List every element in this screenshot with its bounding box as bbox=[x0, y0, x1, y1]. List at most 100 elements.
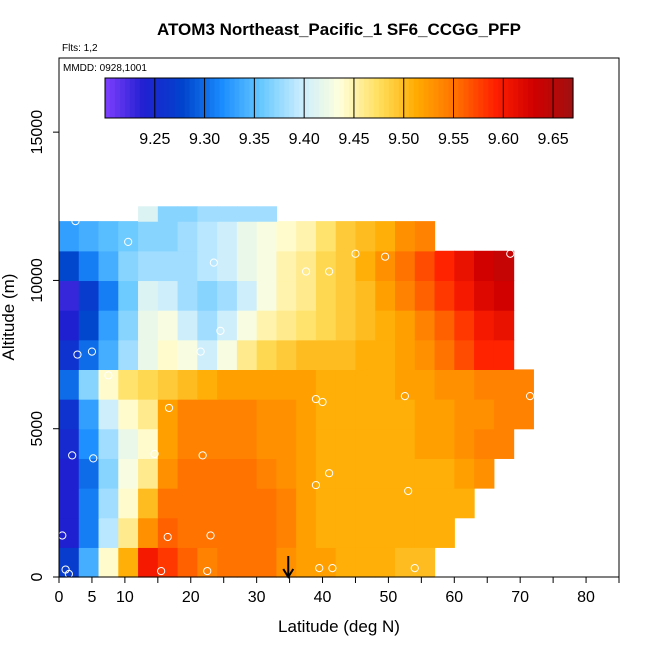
y-axis-label: Altitude (m) bbox=[0, 274, 18, 361]
heatmap-cell bbox=[335, 310, 357, 341]
colorbar-swatch bbox=[438, 78, 445, 118]
heatmap-cell bbox=[493, 339, 515, 370]
colorbar-swatch bbox=[553, 78, 559, 118]
heatmap-cell bbox=[118, 458, 139, 489]
heatmap-cell bbox=[434, 428, 455, 459]
heatmap-cell bbox=[276, 221, 297, 252]
sample-point bbox=[404, 486, 413, 496]
sample-point bbox=[410, 564, 419, 573]
y-axis: 0 5000 10000 15000 bbox=[29, 110, 59, 581]
x-tick-label: 50 bbox=[380, 589, 398, 606]
colorbar-swatch bbox=[209, 78, 216, 118]
heatmap-cell bbox=[78, 458, 100, 489]
heatmap-cell bbox=[395, 488, 416, 519]
colorbar-swatch bbox=[254, 78, 260, 118]
heatmap-cell bbox=[454, 339, 475, 370]
heatmap-cell bbox=[513, 369, 534, 400]
heatmap-cell bbox=[118, 250, 139, 282]
heatmap-cell bbox=[296, 369, 317, 400]
heatmap-cell bbox=[414, 458, 436, 489]
heatmap-cell bbox=[138, 488, 159, 519]
colorbar-swatch bbox=[319, 78, 325, 118]
heatmap-cell bbox=[454, 250, 475, 282]
heatmap-cell bbox=[395, 458, 416, 489]
heatmap-cell bbox=[454, 458, 475, 489]
heatmap-cell bbox=[78, 280, 100, 311]
heatmap-cell bbox=[157, 399, 179, 430]
colorbar-swatch bbox=[568, 78, 574, 118]
colorbar-swatch bbox=[388, 78, 395, 118]
heatmap-cell bbox=[414, 547, 436, 578]
heatmap-cell bbox=[474, 458, 495, 489]
colorbar-swatch bbox=[363, 78, 370, 118]
heatmap-cell bbox=[98, 399, 119, 430]
heatmap-cell bbox=[256, 428, 278, 459]
colorbar-swatch bbox=[488, 78, 494, 118]
heatmap-cell bbox=[355, 280, 376, 311]
heatmap-cell bbox=[454, 399, 475, 430]
colorbar-tick-label: 9.30 bbox=[189, 131, 220, 148]
heatmap-cell bbox=[355, 458, 376, 489]
x-axis: 0 5 10 20 30 40 50 60 70 80 bbox=[55, 577, 620, 606]
heatmap-cell bbox=[454, 280, 475, 311]
colorbar-swatch bbox=[244, 78, 250, 118]
heatmap-cell bbox=[157, 547, 179, 578]
heatmap-cell bbox=[355, 339, 376, 370]
heatmap-cell bbox=[59, 339, 80, 370]
colorbar-swatch bbox=[558, 78, 564, 118]
colorbar-swatch bbox=[493, 78, 499, 118]
heatmap-cell bbox=[197, 339, 218, 370]
heatmap-cell bbox=[177, 369, 198, 400]
sample-point bbox=[315, 564, 324, 573]
colorbar-swatch bbox=[353, 78, 360, 118]
heatmap-cell bbox=[296, 221, 317, 252]
colorbar-swatch bbox=[274, 78, 280, 118]
heatmap-cell bbox=[395, 339, 416, 370]
sample-point bbox=[216, 326, 225, 335]
sample-point bbox=[206, 531, 215, 540]
heatmap-cell bbox=[335, 221, 357, 252]
colorbar-swatch bbox=[503, 78, 509, 118]
heatmap-cell bbox=[296, 428, 317, 459]
heatmap-cell bbox=[197, 206, 218, 222]
heatmap-cell bbox=[256, 221, 278, 252]
heatmap-cell bbox=[256, 339, 278, 370]
heatmap-cell bbox=[138, 221, 159, 252]
sample-point bbox=[71, 217, 80, 226]
colorbar-swatch bbox=[528, 78, 534, 118]
colorbar-swatch bbox=[224, 78, 231, 118]
heatmap-cell bbox=[157, 250, 179, 282]
sample-point bbox=[64, 569, 73, 579]
heatmap-cell bbox=[177, 310, 198, 341]
heatmap-cell bbox=[454, 428, 475, 459]
x-axis-label: Latitude (deg N) bbox=[278, 617, 400, 636]
heatmap-cell bbox=[434, 250, 455, 282]
heatmap-cell bbox=[256, 280, 278, 311]
colorbar-tick-label: 9.25 bbox=[139, 131, 170, 148]
heatmap-cell bbox=[276, 399, 297, 430]
heatmap-cell bbox=[335, 369, 357, 400]
heatmap-cell bbox=[355, 488, 376, 519]
heatmap-cell bbox=[315, 369, 337, 400]
heatmap-cell bbox=[138, 517, 159, 548]
heatmap-cell bbox=[375, 221, 396, 252]
heatmap-cell bbox=[375, 280, 396, 311]
heatmap-cell bbox=[197, 369, 218, 400]
heatmap-cell bbox=[157, 428, 179, 459]
colorbar-swatch bbox=[543, 78, 549, 118]
colorbar-swatch bbox=[408, 78, 415, 118]
heatmap-cell bbox=[335, 488, 357, 519]
heatmap-cell bbox=[118, 310, 139, 341]
x-tick-label: 30 bbox=[248, 589, 266, 606]
heatmap-cell bbox=[177, 428, 198, 459]
colorbar-tick-label: 9.65 bbox=[538, 131, 569, 148]
heatmap-cell bbox=[197, 221, 218, 252]
colorbar-swatch bbox=[169, 78, 176, 118]
heatmap-cell bbox=[157, 310, 179, 341]
heatmap-cell bbox=[296, 547, 317, 578]
heatmap-cell bbox=[236, 488, 258, 519]
heatmap-cell bbox=[335, 458, 357, 489]
heatmap-cell bbox=[78, 369, 100, 400]
colorbar-swatch bbox=[264, 78, 270, 118]
colorbar-swatch bbox=[453, 78, 460, 118]
